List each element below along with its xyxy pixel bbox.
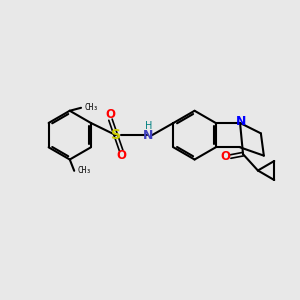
Text: S: S: [111, 128, 121, 142]
Text: CH₃: CH₃: [85, 103, 98, 112]
Text: H: H: [145, 121, 152, 131]
Text: N: N: [143, 129, 154, 142]
Text: O: O: [106, 108, 116, 121]
Text: CH₃: CH₃: [78, 166, 92, 175]
Text: N: N: [236, 115, 247, 128]
Text: O: O: [220, 150, 230, 163]
Text: O: O: [116, 149, 126, 162]
